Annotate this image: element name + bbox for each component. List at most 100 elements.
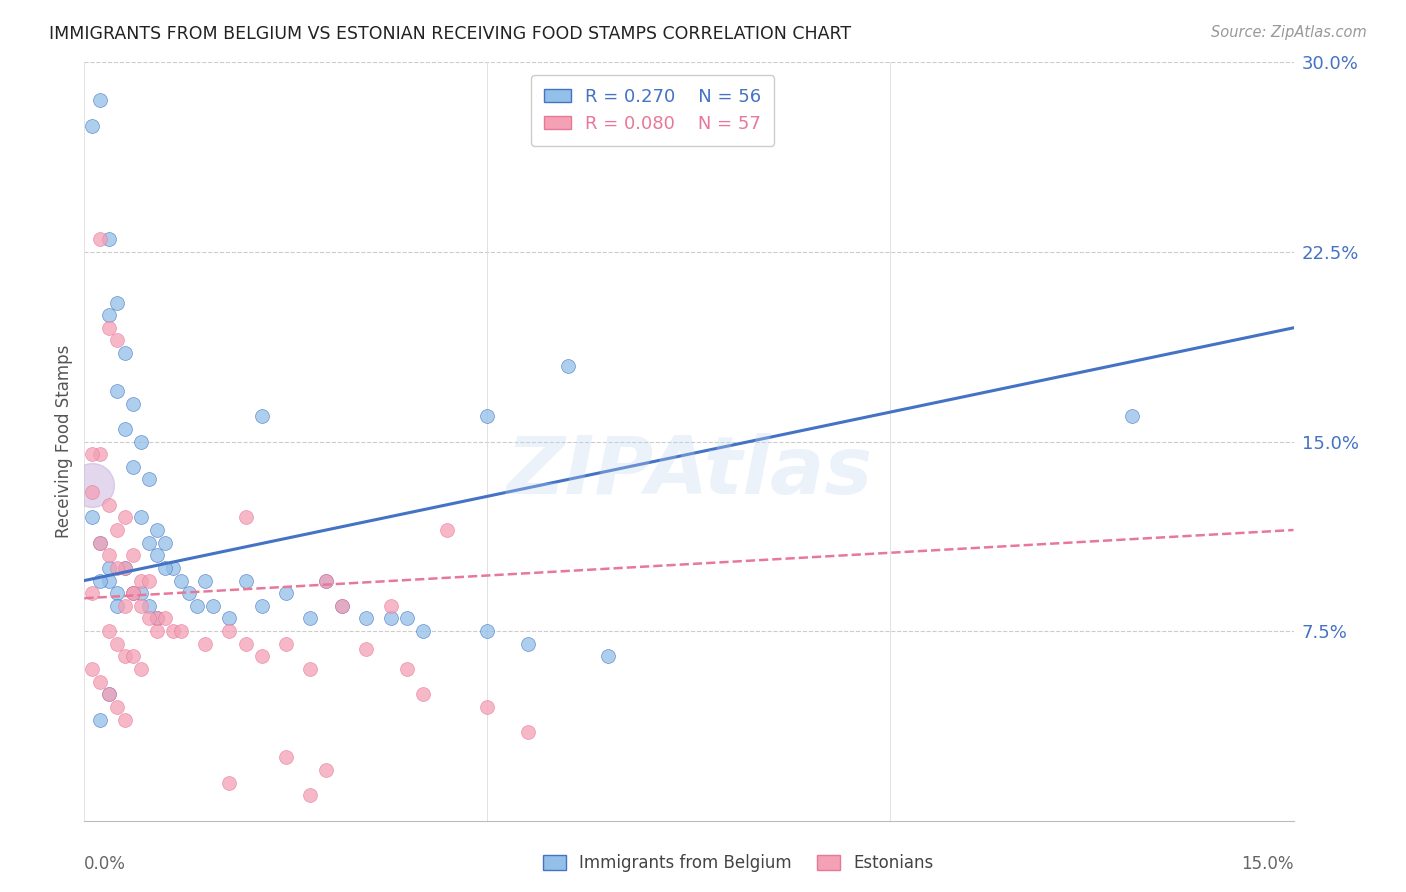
Text: Source: ZipAtlas.com: Source: ZipAtlas.com [1211, 25, 1367, 40]
Point [477, 409, 499, 424]
Point [97, 687, 120, 701]
Point [82, 485, 104, 500]
Point [436, 523, 458, 537]
Point [153, 561, 176, 575]
Point [274, 750, 297, 764]
Point [235, 574, 257, 588]
Point [250, 409, 273, 424]
Point [97, 548, 120, 563]
Point [146, 611, 169, 625]
Point [82, 447, 104, 461]
Point [82, 477, 104, 491]
Point [82, 510, 104, 524]
Point [89, 535, 111, 549]
Point [218, 611, 240, 625]
Point [250, 649, 273, 664]
Point [129, 510, 152, 524]
Text: 0.0%: 0.0% [84, 855, 127, 872]
Point [97, 561, 120, 575]
Point [97, 232, 120, 246]
Point [114, 346, 136, 360]
Point [114, 510, 136, 524]
Text: ZIPAtlas: ZIPAtlas [506, 433, 872, 511]
Point [202, 599, 225, 613]
Point [412, 624, 434, 639]
Point [105, 699, 128, 714]
Point [121, 586, 143, 600]
Point [129, 599, 152, 613]
Point [153, 535, 176, 549]
Legend: Immigrants from Belgium, Estonians: Immigrants from Belgium, Estonians [536, 847, 941, 879]
Point [129, 574, 152, 588]
Point [89, 232, 111, 246]
Point [146, 624, 169, 639]
Point [89, 535, 111, 549]
Point [138, 574, 160, 588]
Point [121, 459, 143, 474]
Point [315, 574, 337, 588]
Point [105, 599, 128, 613]
Point [97, 624, 120, 639]
Point [516, 637, 538, 651]
Point [146, 523, 169, 537]
Point [395, 662, 418, 676]
Point [330, 599, 353, 613]
Point [170, 574, 193, 588]
Point [380, 599, 402, 613]
Point [121, 396, 143, 410]
Point [146, 611, 169, 625]
Point [105, 561, 128, 575]
Point [121, 548, 143, 563]
Point [105, 586, 128, 600]
Point [82, 586, 104, 600]
Point [162, 561, 184, 575]
Point [97, 308, 120, 322]
Point [477, 699, 499, 714]
Point [315, 763, 337, 777]
Point [356, 641, 378, 656]
Point [105, 637, 128, 651]
Point [129, 434, 152, 449]
Point [121, 649, 143, 664]
Point [299, 662, 322, 676]
Point [179, 586, 201, 600]
Point [114, 561, 136, 575]
Point [218, 624, 240, 639]
Point [129, 586, 152, 600]
Point [105, 384, 128, 398]
Point [129, 662, 152, 676]
Point [330, 599, 353, 613]
Point [97, 687, 120, 701]
Point [82, 662, 104, 676]
Point [315, 574, 337, 588]
Point [89, 94, 111, 108]
Point [89, 447, 111, 461]
Point [105, 334, 128, 348]
Point [170, 624, 193, 639]
Point [235, 510, 257, 524]
Point [557, 359, 579, 373]
Point [146, 548, 169, 563]
Point [138, 599, 160, 613]
Point [598, 649, 620, 664]
Point [250, 599, 273, 613]
Point [89, 574, 111, 588]
Point [299, 611, 322, 625]
Point [380, 611, 402, 625]
Point [114, 422, 136, 436]
Point [114, 713, 136, 727]
Point [138, 473, 160, 487]
Point [186, 599, 208, 613]
Point [97, 320, 120, 334]
Point [162, 624, 184, 639]
Point [274, 586, 297, 600]
Point [235, 637, 257, 651]
Point [114, 561, 136, 575]
Point [194, 637, 217, 651]
Y-axis label: Receiving Food Stamps: Receiving Food Stamps [55, 345, 73, 538]
Point [114, 649, 136, 664]
Legend: R = 0.270    N = 56, R = 0.080    N = 57: R = 0.270 N = 56, R = 0.080 N = 57 [531, 75, 775, 145]
Point [153, 611, 176, 625]
Point [274, 637, 297, 651]
Point [477, 624, 499, 639]
